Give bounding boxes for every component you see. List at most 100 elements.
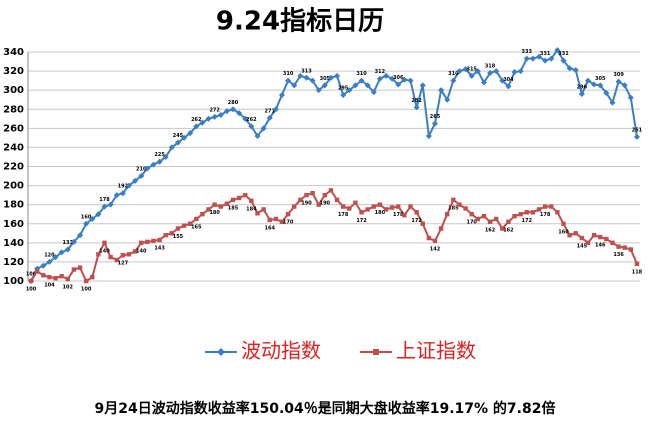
point	[230, 106, 237, 113]
point	[402, 212, 407, 218]
point	[272, 106, 279, 113]
point	[463, 206, 468, 211]
value-label: 296	[577, 84, 588, 90]
point	[89, 215, 96, 222]
point	[211, 113, 218, 120]
point	[359, 210, 364, 215]
point	[511, 69, 518, 76]
y-tick-label: 100	[3, 276, 24, 287]
point	[566, 65, 573, 72]
value-label: 310	[448, 71, 459, 77]
point	[518, 212, 523, 217]
value-label: 178	[393, 212, 404, 218]
value-label: 310	[283, 71, 294, 77]
point	[548, 55, 555, 62]
point	[512, 213, 517, 219]
point	[340, 91, 347, 98]
point	[370, 89, 377, 96]
point	[77, 265, 83, 270]
point	[414, 210, 419, 215]
value-label: 306	[393, 75, 404, 81]
value-label: 178	[338, 212, 349, 218]
value-label: 180	[209, 210, 220, 216]
point	[41, 273, 46, 278]
chart-title: 9.24指标日历	[216, 7, 384, 37]
value-label: 184	[246, 206, 257, 212]
point	[438, 226, 444, 231]
point	[310, 191, 315, 196]
point	[46, 258, 53, 265]
y-tick-label: 120	[3, 257, 24, 268]
value-label: 305	[320, 76, 331, 82]
point	[621, 82, 628, 89]
point	[144, 165, 151, 172]
point	[334, 197, 340, 203]
point	[101, 203, 108, 210]
point	[212, 202, 217, 207]
point	[156, 158, 163, 165]
point	[549, 204, 554, 209]
y-tick-label: 160	[3, 219, 24, 230]
point	[114, 257, 119, 263]
point	[481, 213, 487, 219]
value-label: 120	[44, 252, 55, 258]
point	[187, 221, 193, 226]
point	[138, 173, 145, 180]
point	[255, 211, 260, 216]
value-label: 225	[154, 152, 165, 158]
point	[383, 207, 389, 212]
legend-label: 上证指数	[396, 339, 476, 363]
point	[506, 219, 511, 225]
point	[304, 192, 309, 198]
point	[126, 252, 132, 257]
value-label: 333	[522, 49, 533, 55]
point	[474, 68, 481, 75]
value-label: 160	[558, 229, 569, 235]
point	[273, 216, 279, 222]
point	[567, 233, 572, 238]
point	[425, 132, 432, 139]
point	[181, 134, 188, 141]
point	[175, 226, 181, 231]
point	[597, 82, 604, 89]
value-label: 265	[430, 114, 441, 120]
point	[420, 221, 425, 226]
point	[77, 232, 84, 239]
point	[542, 204, 548, 209]
value-label: 185	[448, 205, 459, 211]
point	[457, 202, 462, 207]
point	[542, 57, 549, 64]
point	[610, 240, 615, 246]
point	[493, 216, 499, 222]
point	[536, 53, 543, 60]
point	[321, 82, 328, 89]
point	[591, 233, 597, 238]
point	[249, 198, 254, 204]
point	[493, 68, 500, 75]
value-label: 172	[356, 218, 367, 224]
value-label: 272	[209, 107, 220, 113]
point	[52, 254, 59, 261]
point	[151, 238, 156, 244]
point	[297, 72, 304, 79]
point	[560, 57, 567, 64]
y-tick-label: 340	[3, 47, 24, 58]
point	[28, 278, 34, 284]
value-label: 315	[466, 66, 477, 72]
point	[113, 192, 120, 199]
point	[223, 108, 230, 115]
value-label: 304	[503, 77, 514, 83]
point	[236, 110, 243, 117]
y-tick-label: 180	[3, 200, 24, 211]
point	[377, 202, 383, 207]
value-label: 178	[540, 212, 551, 218]
point	[591, 81, 598, 88]
point	[47, 274, 52, 280]
point	[169, 231, 175, 236]
point	[469, 212, 474, 217]
value-label: 172	[411, 218, 422, 224]
value-label: 178	[99, 197, 110, 203]
point	[267, 217, 272, 223]
point	[530, 210, 536, 215]
